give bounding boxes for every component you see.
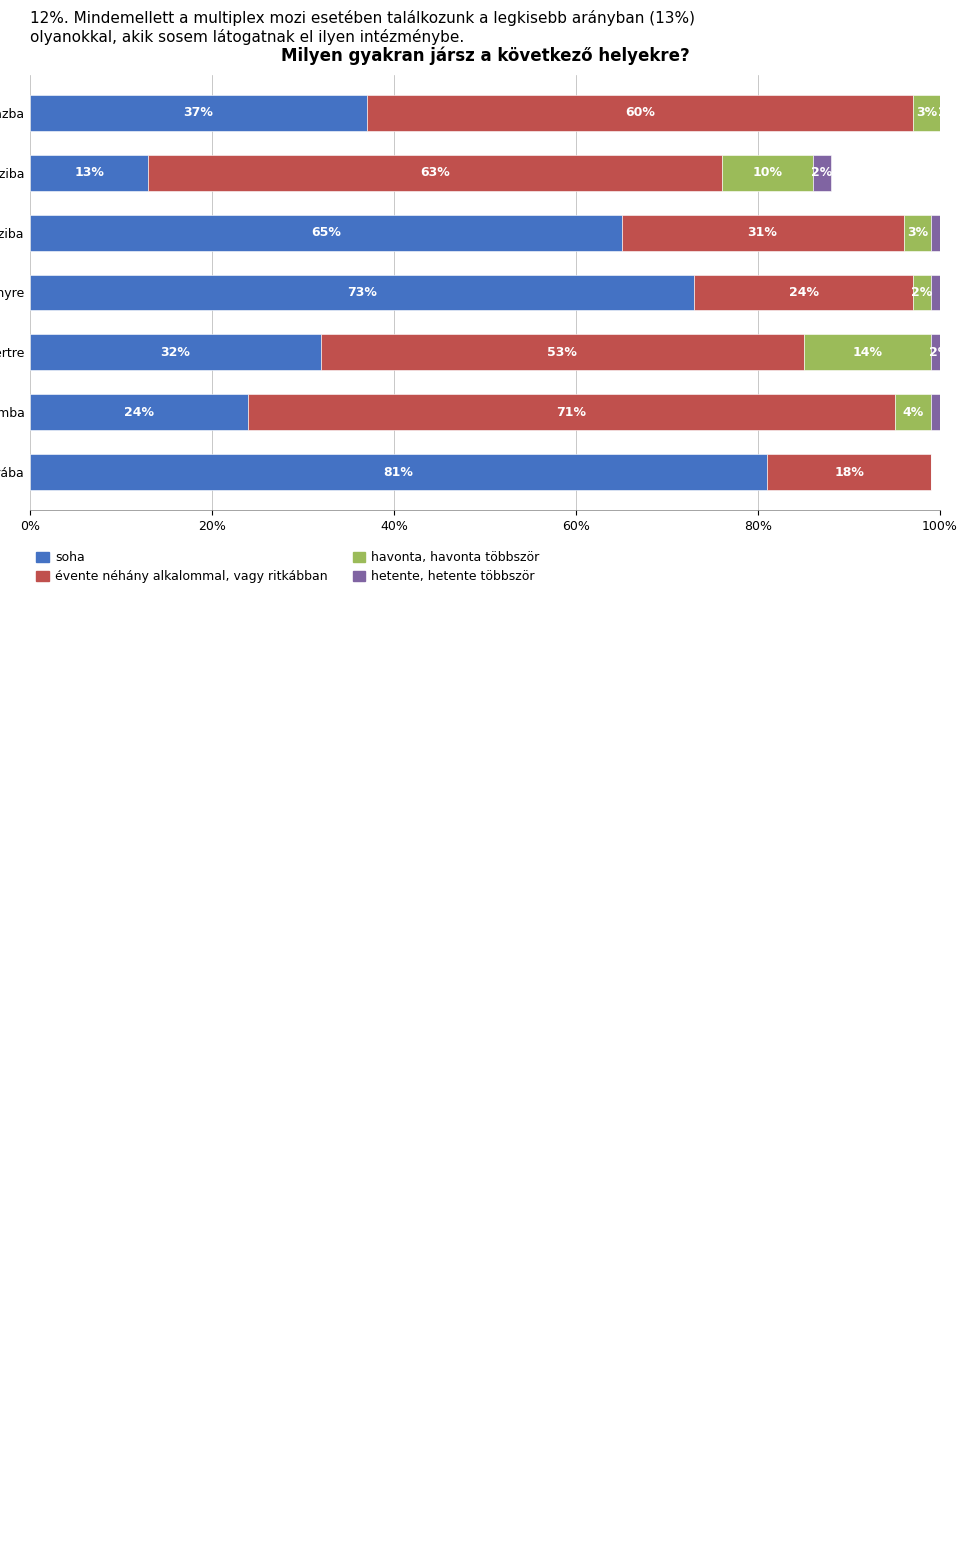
Bar [931, 395, 940, 430]
Bar [767, 455, 931, 491]
Bar [249, 395, 895, 430]
Text: 32%: 32% [160, 347, 190, 359]
Text: 37%: 37% [183, 107, 213, 119]
Bar [913, 94, 940, 130]
Bar [722, 155, 812, 191]
Bar [30, 334, 322, 370]
Text: 13%: 13% [74, 166, 104, 179]
Legend: soha, évente néhány alkalommal, vagy ritkábban, havonta, havonta többször, heten: soha, évente néhány alkalommal, vagy rit… [36, 550, 540, 583]
Bar [30, 215, 621, 251]
Bar [30, 94, 367, 130]
Bar [30, 395, 249, 430]
Text: 63%: 63% [420, 166, 450, 179]
Text: 24%: 24% [124, 406, 155, 419]
Bar [931, 274, 940, 310]
Text: 2%: 2% [929, 347, 950, 359]
Text: 24%: 24% [788, 285, 819, 299]
Bar [30, 155, 148, 191]
Bar [903, 215, 931, 251]
Bar [148, 155, 722, 191]
Text: 2%: 2% [811, 166, 832, 179]
Text: 10%: 10% [752, 166, 782, 179]
Bar [621, 215, 903, 251]
Text: 71%: 71% [557, 406, 587, 419]
Text: 18%: 18% [834, 466, 864, 478]
Text: 14%: 14% [852, 347, 882, 359]
Bar [30, 274, 694, 310]
Bar [804, 334, 931, 370]
Text: 3%: 3% [906, 226, 927, 238]
Bar [931, 215, 940, 251]
Text: 53%: 53% [547, 347, 577, 359]
Bar [812, 155, 830, 191]
Text: 4%: 4% [902, 406, 924, 419]
Text: 73%: 73% [348, 285, 377, 299]
Bar [30, 455, 767, 491]
Text: 2%: 2% [911, 285, 932, 299]
Text: 12%. Mindemellett a multiplex mozi esetében találkozunk a legkisebb arányban (13: 12%. Mindemellett a multiplex mozi eseté… [30, 9, 695, 44]
Text: 3%: 3% [916, 107, 937, 119]
Text: 65%: 65% [311, 226, 341, 238]
Bar [694, 274, 913, 310]
Bar [367, 94, 913, 130]
Text: 60%: 60% [625, 107, 655, 119]
Bar [895, 395, 931, 430]
Text: 31%: 31% [748, 226, 778, 238]
Bar [322, 334, 804, 370]
Title: Milyen gyakran jársz a következő helyekre?: Milyen gyakran jársz a következő helyekr… [280, 47, 689, 66]
Bar [913, 274, 931, 310]
Bar [940, 94, 958, 130]
Text: 81%: 81% [384, 466, 414, 478]
Text: 2%: 2% [939, 107, 960, 119]
Bar [931, 334, 949, 370]
